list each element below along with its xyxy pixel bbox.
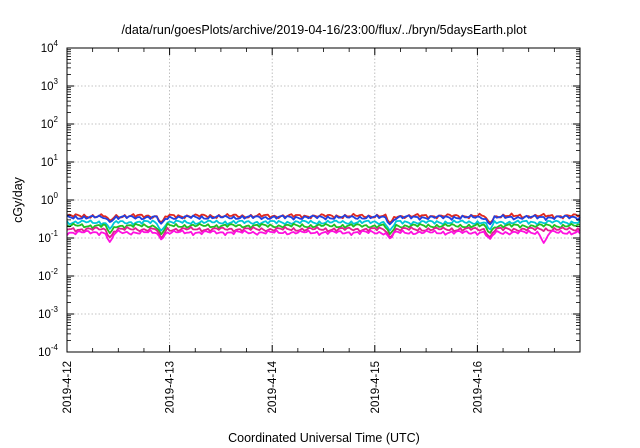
x-tick-label: 2019-4-15 [370, 361, 382, 413]
y-axis-label: cGy/day [11, 176, 25, 223]
x-tick-label: 2019-4-14 [267, 360, 279, 413]
x-tick-label: 2019-4-13 [165, 361, 177, 413]
series-group [66, 212, 581, 244]
y-tick-label: 10-3 [38, 305, 58, 321]
y-tick-label: 104 [41, 39, 59, 55]
series-line-5 [66, 226, 581, 240]
y-tick-label: 103 [41, 77, 59, 93]
y-tick-label: 10-1 [38, 229, 58, 245]
x-tick-label: 2019-4-16 [472, 361, 484, 413]
x-axis-label: Coordinated Universal Time (UTC) [228, 431, 420, 445]
y-axis: 10-4 10-3 10-2 10-1 100 101 102 103 104 [38, 39, 580, 359]
x-axis: 2019-4-12 2019-4-13 2019-4-14 2019-4-15 2019… [62, 48, 555, 413]
series-line-3 [66, 219, 581, 232]
grid [67, 48, 580, 352]
y-tick-label: 10-4 [38, 343, 58, 359]
series-line-6 [66, 229, 581, 244]
x-tick-label: 2019-4-12 [62, 361, 74, 413]
y-tick-label: 101 [41, 153, 59, 169]
y-tick-label: 102 [41, 115, 59, 131]
series-line-4 [66, 222, 581, 236]
chart-title: /data/run/goesPlots/archive/2019-04-16/2… [121, 23, 527, 37]
series-line-2 [66, 214, 581, 226]
y-tick-label: 10-2 [38, 267, 58, 283]
y-tick-label: 100 [41, 191, 59, 207]
